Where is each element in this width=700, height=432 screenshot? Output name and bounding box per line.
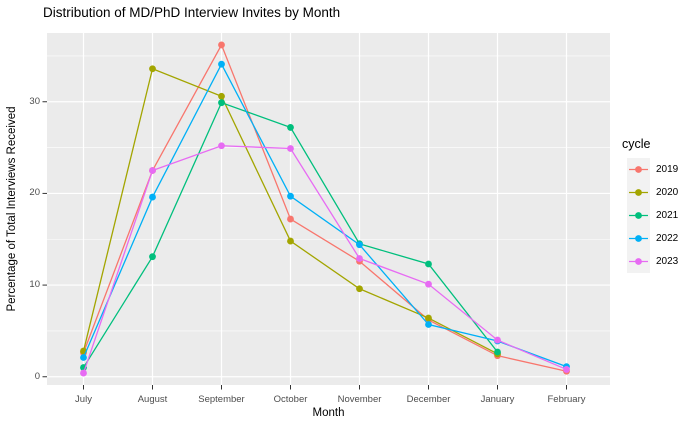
data-point-2022	[218, 60, 225, 68]
legend: cycle 2019 2020 2021 2022 2023	[622, 137, 678, 273]
data-point-2021	[287, 124, 294, 131]
data-point-2022	[80, 354, 87, 361]
legend-label: 2023	[656, 256, 679, 267]
x-tick-label: December	[406, 394, 451, 405]
y-tick-label: 0	[34, 370, 40, 382]
data-point-2020	[356, 285, 363, 293]
y-axis-title: Percentage of Total Interviews Received	[6, 106, 18, 312]
data-point-2023	[287, 145, 294, 152]
data-point-2021	[149, 253, 156, 261]
legend-item-2019: 2019	[622, 158, 678, 181]
x-tick-label: February	[547, 394, 586, 405]
x-tick-label: January	[480, 394, 515, 405]
legend-label: 2022	[656, 233, 679, 244]
legend-label: 2020	[656, 187, 679, 198]
legend-label: 2021	[656, 210, 679, 221]
x-axis-title: Month	[312, 407, 345, 419]
x-tick-label: July	[75, 394, 92, 405]
data-point-2019	[287, 215, 294, 223]
data-point-2020	[218, 92, 225, 100]
data-point-2022	[287, 192, 294, 200]
data-point-2020	[287, 237, 294, 245]
legend-items: 2019 2020 2021 2022 2023	[622, 158, 678, 273]
data-point-2023	[218, 142, 225, 150]
data-point-2023	[356, 255, 363, 262]
series-line-2022	[82, 62, 567, 368]
data-point-2021	[425, 260, 432, 268]
data-point-2023	[425, 280, 432, 288]
y-tick-label: 30	[29, 95, 40, 107]
data-point-2023	[80, 369, 87, 377]
data-point-2020	[149, 65, 156, 73]
data-point-2021	[494, 348, 501, 356]
data-point-2023	[494, 336, 501, 344]
x-tick-label: September	[198, 394, 245, 405]
y-tick-label: 20	[29, 187, 40, 199]
data-point-2022	[356, 241, 363, 249]
legend-item-2021: 2021	[622, 204, 678, 227]
legend-label: 2019	[656, 164, 679, 175]
legend-key-icon-2023	[627, 250, 650, 273]
legend-item-2020: 2020	[622, 181, 678, 204]
x-tick-label: October	[273, 394, 308, 405]
y-tick-label: 10	[29, 279, 40, 291]
x-tick-label: November	[337, 394, 382, 405]
legend-key-icon-2019	[627, 158, 650, 181]
data-point-2021	[218, 99, 225, 107]
data-point-2022	[149, 193, 156, 201]
x-tick-label: August	[137, 394, 168, 405]
legend-item-2023: 2023	[622, 250, 678, 273]
legend-item-2022: 2022	[622, 227, 678, 250]
series-line-2019	[82, 43, 567, 372]
data-point-2020	[425, 314, 432, 322]
data-point-2023	[149, 167, 156, 174]
legend-key-icon-2021	[627, 204, 650, 227]
chart-title: Distribution of MD/PhD Interview Invites…	[43, 5, 341, 20]
series-line-2023	[82, 145, 567, 374]
data-point-2023	[563, 366, 570, 373]
data-point-2022	[425, 321, 432, 328]
legend-key-icon-2022	[627, 227, 650, 250]
legend-title: cycle	[622, 137, 651, 151]
data-point-2019	[218, 41, 225, 49]
legend-key-icon-2020	[627, 181, 650, 204]
